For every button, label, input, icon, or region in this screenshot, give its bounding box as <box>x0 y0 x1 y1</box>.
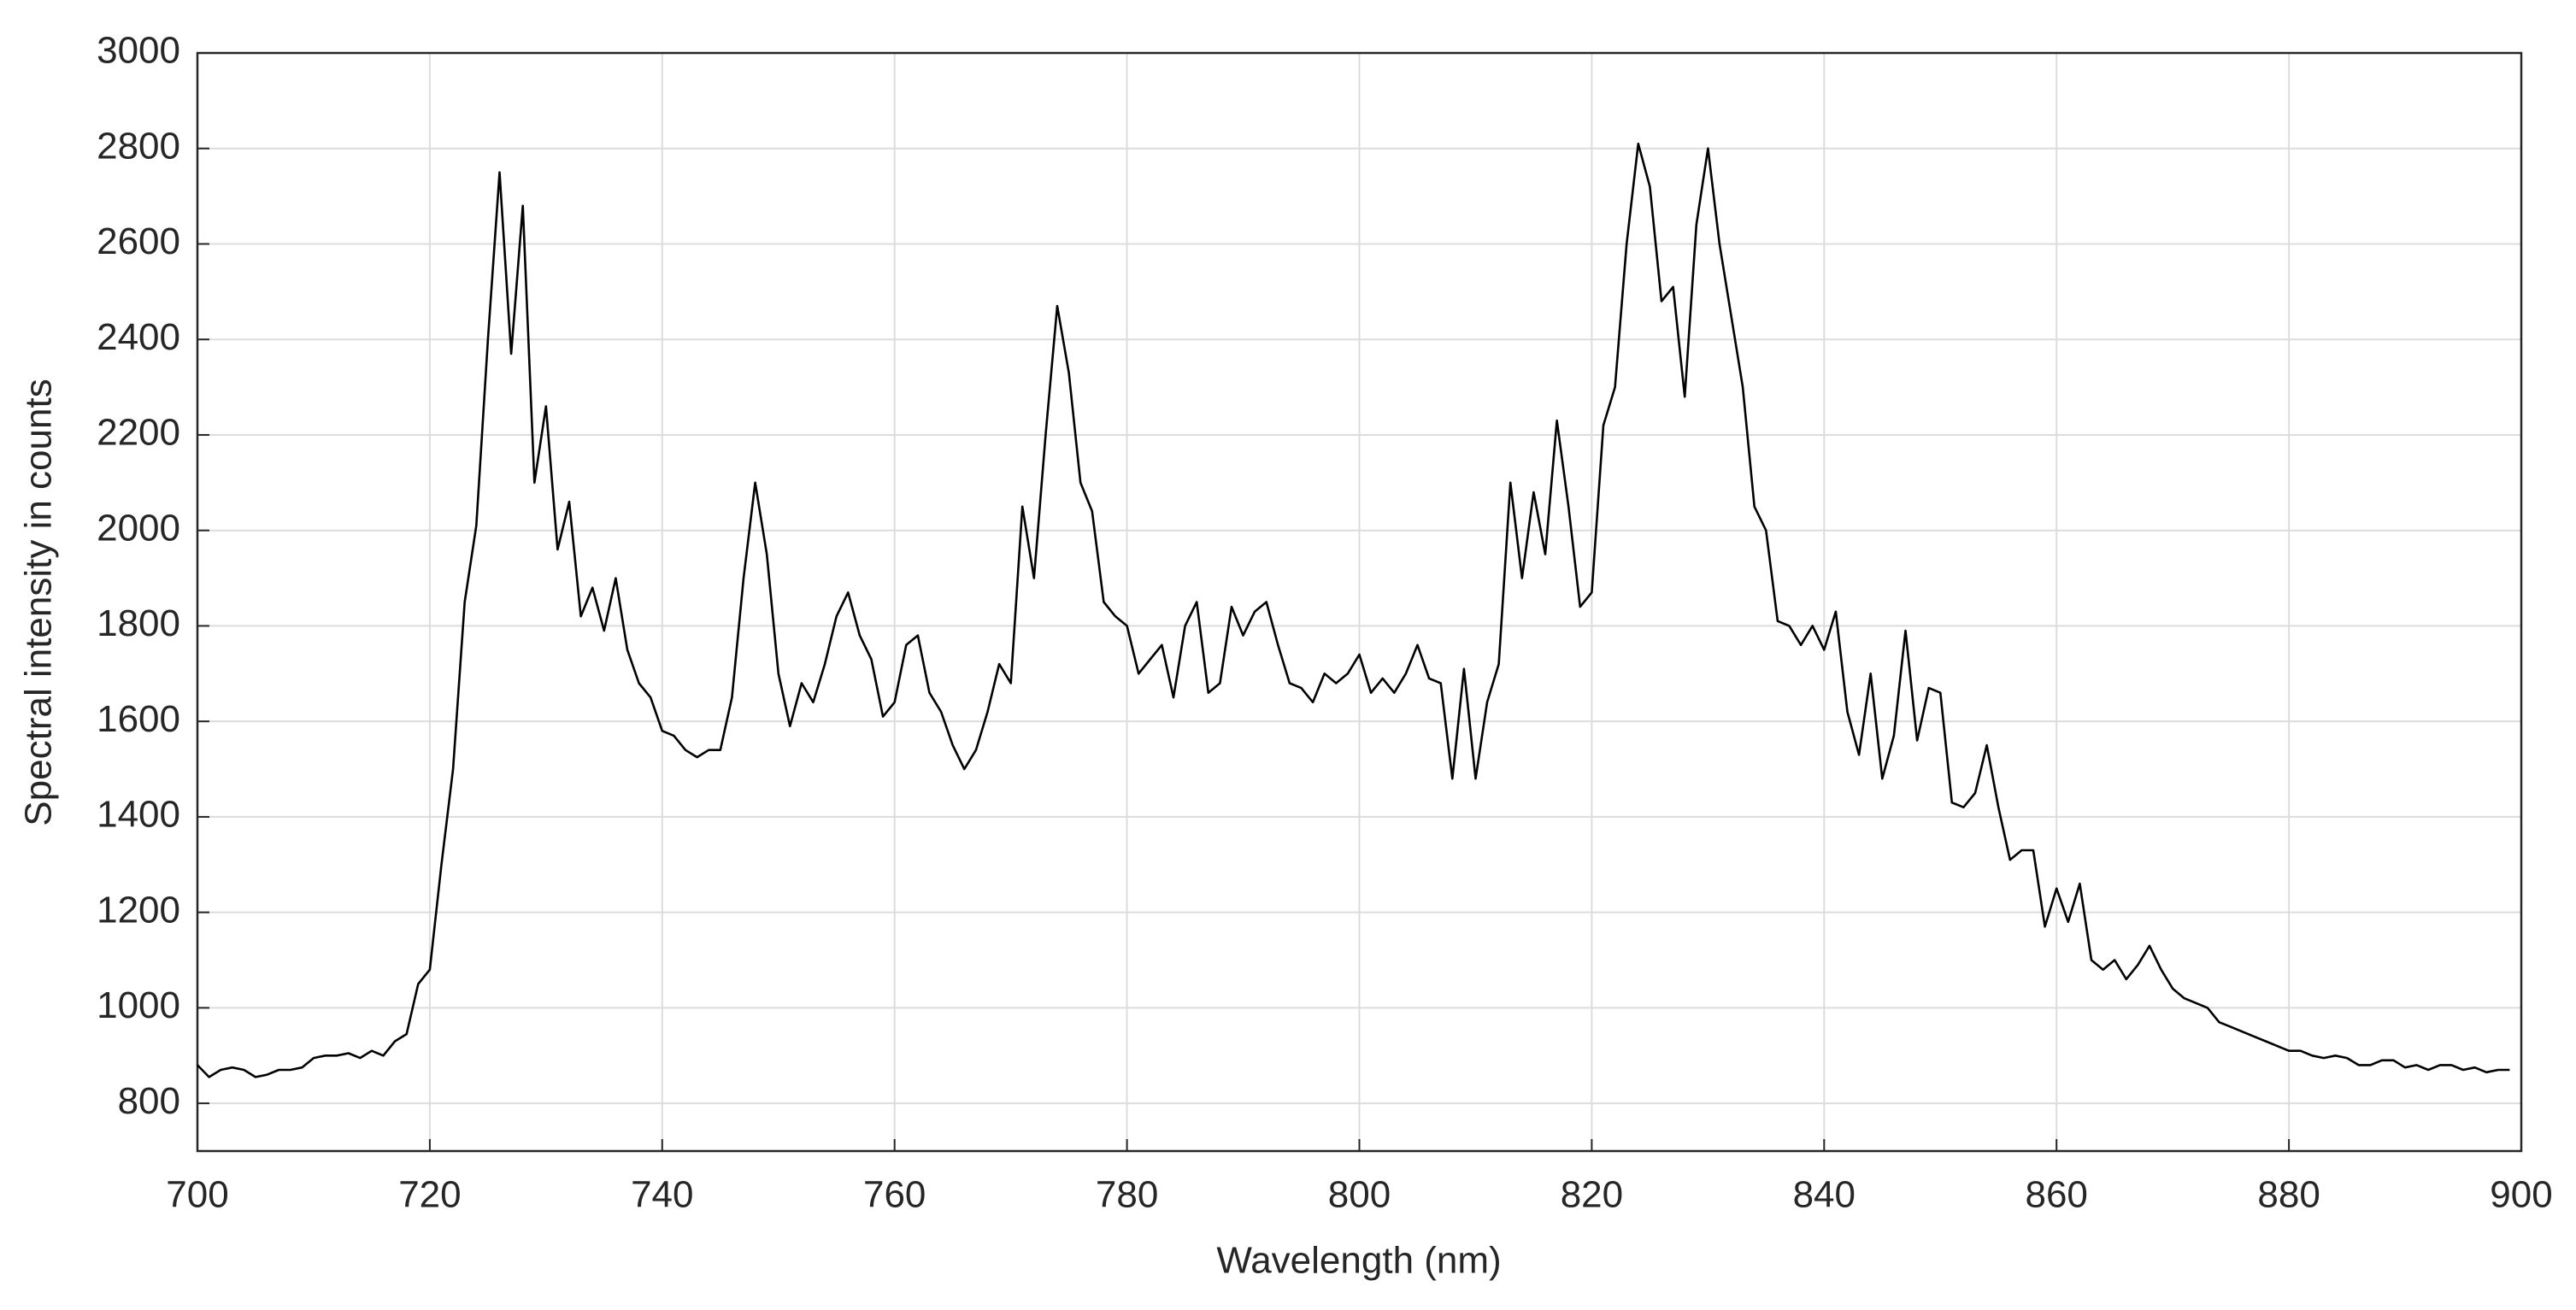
plot-frame <box>196 51 2523 1153</box>
y-tick-label: 2600 <box>97 220 180 262</box>
x-tick-label: 740 <box>631 1174 693 1216</box>
y-tick-label: 1000 <box>97 984 180 1026</box>
y-tick-label: 2400 <box>97 316 180 358</box>
y-tick-label: 1200 <box>97 889 180 931</box>
x-tick-label: 880 <box>2257 1174 2320 1216</box>
x-tick-label: 800 <box>1328 1174 1391 1216</box>
x-tick-label: 780 <box>1096 1174 1158 1216</box>
y-tick-label: 2200 <box>97 412 180 454</box>
y-tick-label: 1400 <box>97 794 180 836</box>
x-tick-label: 900 <box>2490 1174 2552 1216</box>
x-tick-label: 840 <box>1793 1174 1856 1216</box>
y-tick-label: 2000 <box>97 507 180 549</box>
x-tick-label: 760 <box>863 1174 926 1216</box>
x-axis-label: Wavelength (nm) <box>1216 1240 1501 1282</box>
x-tick-label: 720 <box>398 1174 461 1216</box>
y-tick-label: 1600 <box>97 698 180 740</box>
y-tick-label: 2800 <box>97 125 180 167</box>
x-tick-label: 700 <box>166 1174 228 1216</box>
data-line <box>197 142 2510 1078</box>
y-tick-label: 800 <box>118 1080 180 1122</box>
x-tick-label: 820 <box>1561 1174 1623 1216</box>
y-axis-label: Spectral intensity in counts <box>18 379 60 825</box>
y-tick-label: 1800 <box>97 602 180 644</box>
y-tick-label: 3000 <box>97 30 180 72</box>
x-tick-label: 860 <box>2025 1174 2087 1216</box>
